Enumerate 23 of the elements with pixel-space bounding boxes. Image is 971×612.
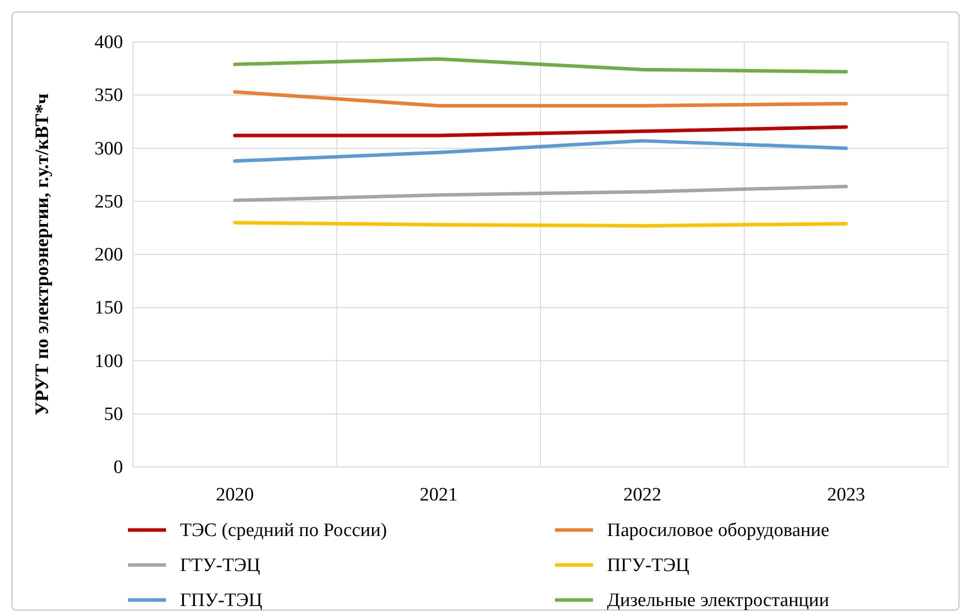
y-tick-label: 50 — [104, 404, 123, 425]
y-tick-label: 100 — [94, 350, 123, 372]
x-tick-label: 2020 — [216, 484, 254, 506]
legend-label: ГПУ-ТЭЦ — [180, 590, 263, 611]
y-axis-title: УРУТ по электроэнергии, г.у.т/кВТ*ч — [32, 93, 53, 416]
x-tick-label: 2023 — [827, 484, 866, 506]
y-tick-label: 400 — [94, 32, 123, 54]
y-tick-label: 250 — [94, 191, 123, 212]
x-tick-label: 2021 — [420, 484, 458, 506]
y-tick-label: 300 — [94, 138, 123, 160]
line-series — [233, 139, 848, 163]
line-series — [233, 184, 848, 202]
x-tick-label: 2022 — [623, 484, 662, 506]
legend-label: Дизельные электростанции — [607, 590, 830, 611]
line-series — [233, 57, 848, 74]
legend-label: Паросиловое оборудование — [607, 520, 830, 541]
legend-label: ПГУ-ТЭЦ — [607, 555, 690, 576]
y-tick-label: 200 — [94, 244, 123, 266]
y-tick-label: 150 — [94, 298, 123, 319]
y-tick-label: 0 — [114, 457, 123, 478]
y-tick-label: 350 — [94, 85, 123, 106]
legend-label: ТЭС (средний по России) — [180, 520, 387, 541]
legend-label: ГТУ-ТЭЦ — [180, 555, 261, 576]
